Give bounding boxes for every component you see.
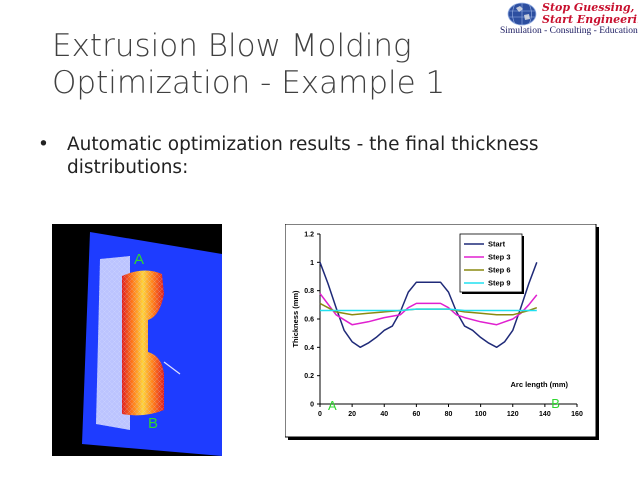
bullet-point: • Automatic optimization results - the f… (38, 133, 598, 179)
marker-a-label: A (328, 398, 337, 413)
label-a: A (134, 251, 144, 268)
legend-label: Start (488, 240, 506, 249)
y-axis-label: Thickness (mm) (291, 290, 300, 348)
y-tick-label: 1 (310, 260, 314, 267)
y-tick-label: 0.2 (304, 373, 314, 380)
y-tick-label: 0.8 (304, 288, 314, 295)
label-b: B (148, 415, 158, 432)
x-tick-label: 40 (380, 411, 388, 418)
simulation-thickness-image: A B (52, 224, 222, 456)
slide-title: Extrusion Blow Molding Optimization - Ex… (52, 28, 472, 102)
x-tick-label: 20 (348, 411, 356, 418)
thickness-chart-svg: 0 0.2 0.4 0.6 0.8 1 1.2 0 20 40 60 80 100 120 140 160 Th… (284, 223, 599, 440)
parison-render: A B (82, 232, 222, 456)
x-tick-label: 0 (318, 411, 322, 418)
x-tick-label: 160 (571, 411, 583, 418)
x-tick-label: 100 (475, 411, 487, 418)
company-logo: Stop Guessing, Start Engineering! Simula… (498, 0, 638, 40)
slide-title-line-1: Extrusion Blow Molding (52, 28, 412, 64)
thickness-chart: 0 0.2 0.4 0.6 0.8 1 1.2 0 20 40 60 80 100 120 140 160 Th… (284, 223, 601, 442)
legend-label: Step 6 (488, 266, 511, 275)
logo-slogan-line-2: Start Engineering! (542, 13, 638, 26)
globe-logo-icon (507, 2, 537, 26)
series-line-step-9 (320, 308, 537, 312)
logo-tagline: Simulation - Consulting - Education (500, 26, 638, 36)
y-tick-label: 0 (310, 402, 314, 409)
logo-slogan-line-1: Stop Guessing, (542, 1, 635, 14)
x-tick-label: 120 (507, 411, 519, 418)
bullet-marker: • (38, 134, 49, 155)
chart-frame (284, 223, 597, 438)
x-axis-label: Arc length (mm) (510, 380, 568, 389)
y-tick-label: 0.4 (304, 345, 314, 352)
marker-b-label: B (551, 396, 560, 411)
y-tick-label: 0.6 (304, 317, 314, 324)
legend-label: Step 3 (488, 253, 511, 262)
bullet-text: Automatic optimization results - the fin… (67, 134, 539, 178)
x-tick-label: 80 (445, 411, 453, 418)
x-tick-label: 60 (412, 411, 420, 418)
legend-label: Step 9 (488, 279, 511, 288)
series-line-start (319, 262, 538, 349)
slide-title-line-2: Optimization - Example 1 (52, 65, 446, 101)
x-tick-label: 140 (539, 411, 551, 418)
series-line-step-3 (319, 293, 538, 326)
y-tick-label: 1.2 (304, 232, 314, 239)
